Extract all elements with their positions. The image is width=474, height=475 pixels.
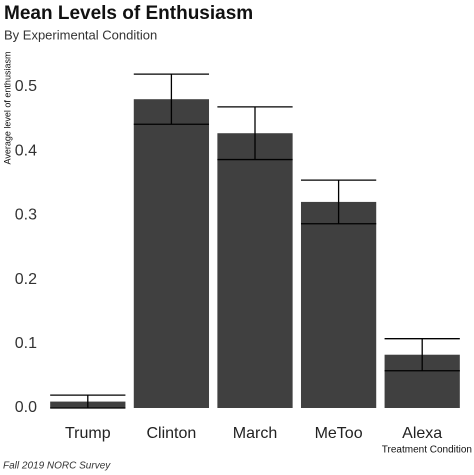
error-bar xyxy=(300,179,377,225)
x-tick-label: Alexa xyxy=(402,425,442,442)
chart-subtitle: By Experimental Condition xyxy=(4,27,157,42)
x-tick-label: MeToo xyxy=(315,425,363,442)
error-bar xyxy=(50,394,126,409)
bar xyxy=(300,201,377,408)
y-tick-label: 0.2 xyxy=(15,271,37,288)
y-tick-label: 0.1 xyxy=(15,335,37,352)
error-bar xyxy=(133,73,210,125)
x-axis-label: Treatment Condition xyxy=(382,445,472,456)
chart-title: Mean Levels of Enthusiasm xyxy=(4,3,253,24)
bar xyxy=(217,133,293,408)
y-axis-label: Average level of enthusiasm xyxy=(2,52,12,165)
y-tick-label: 0.4 xyxy=(15,142,37,159)
y-tick-label: 0.0 xyxy=(15,399,37,416)
error-bar xyxy=(384,338,460,372)
y-tick-label: 0.3 xyxy=(15,207,37,224)
caption: Fall 2019 NORC Survey xyxy=(3,461,111,472)
y-tick-label: 0.5 xyxy=(15,78,37,95)
x-tick-label: Trump xyxy=(65,425,111,442)
bar xyxy=(133,99,210,408)
x-tick-label: March xyxy=(233,425,277,442)
x-tick-label: Clinton xyxy=(146,425,196,442)
error-bar xyxy=(217,106,293,161)
